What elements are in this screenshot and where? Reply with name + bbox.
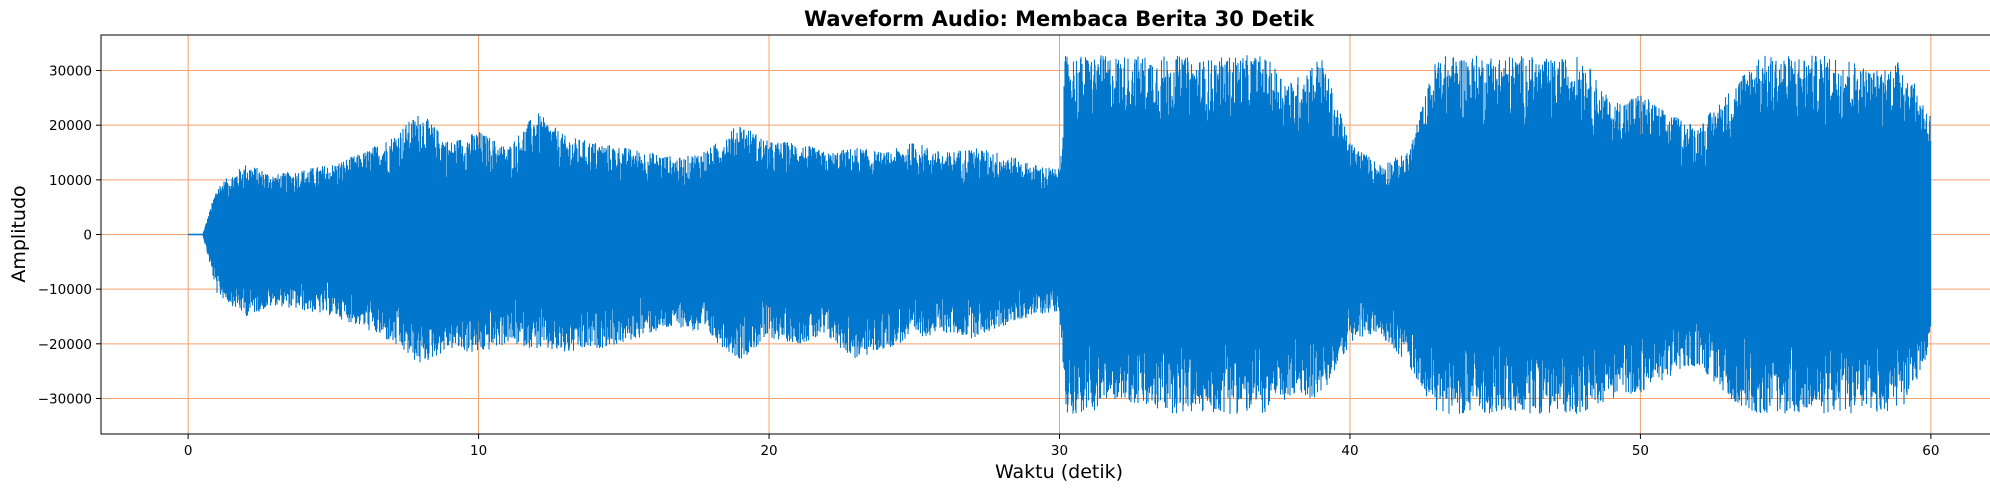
y-tick-label: 30000	[49, 64, 92, 80]
y-tick-label: −20000	[38, 337, 92, 353]
y-tick-label: −30000	[38, 391, 92, 407]
x-axis: 0 10 20 30 40 50 60	[184, 434, 1939, 459]
y-tick-label: 0	[83, 228, 92, 244]
y-axis-label: Amplitudo	[8, 185, 30, 282]
y-tick-label: 20000	[49, 118, 92, 134]
x-tick-label: 30	[1051, 443, 1068, 459]
waveform-trace	[202, 55, 1932, 414]
x-tick-label: 20	[760, 443, 777, 459]
waveform-series	[188, 55, 1932, 414]
x-tick-label: 0	[184, 443, 193, 459]
x-tick-label: 40	[1341, 443, 1358, 459]
y-tick-label: 10000	[49, 173, 92, 189]
x-axis-label: Waktu (detik)	[995, 461, 1123, 483]
x-tick-label: 50	[1632, 443, 1649, 459]
y-axis: −30000 −20000 −10000 0 10000 20000 30000	[38, 64, 101, 407]
x-tick-label: 60	[1922, 443, 1939, 459]
y-tick-label: −10000	[38, 282, 92, 298]
chart-title: Waveform Audio: Membaca Berita 30 Detik	[804, 7, 1315, 31]
x-tick-label: 10	[470, 443, 487, 459]
